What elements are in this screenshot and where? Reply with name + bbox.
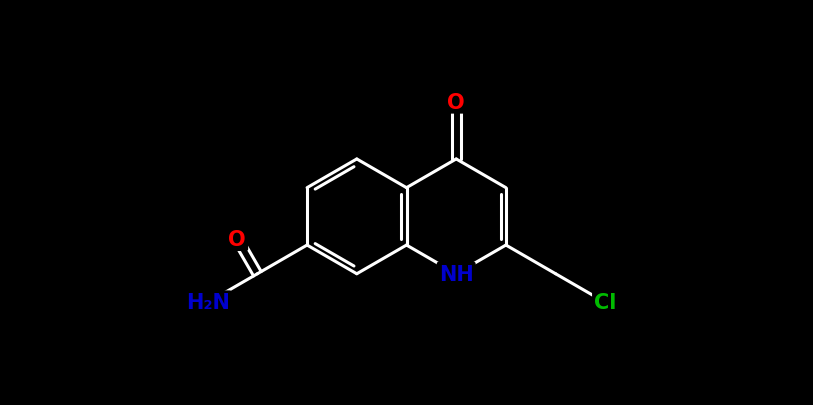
Text: NH: NH — [439, 264, 474, 284]
Text: Cl: Cl — [594, 293, 616, 313]
Text: O: O — [447, 92, 465, 112]
Text: O: O — [228, 229, 246, 249]
Text: H₂N: H₂N — [185, 293, 229, 313]
